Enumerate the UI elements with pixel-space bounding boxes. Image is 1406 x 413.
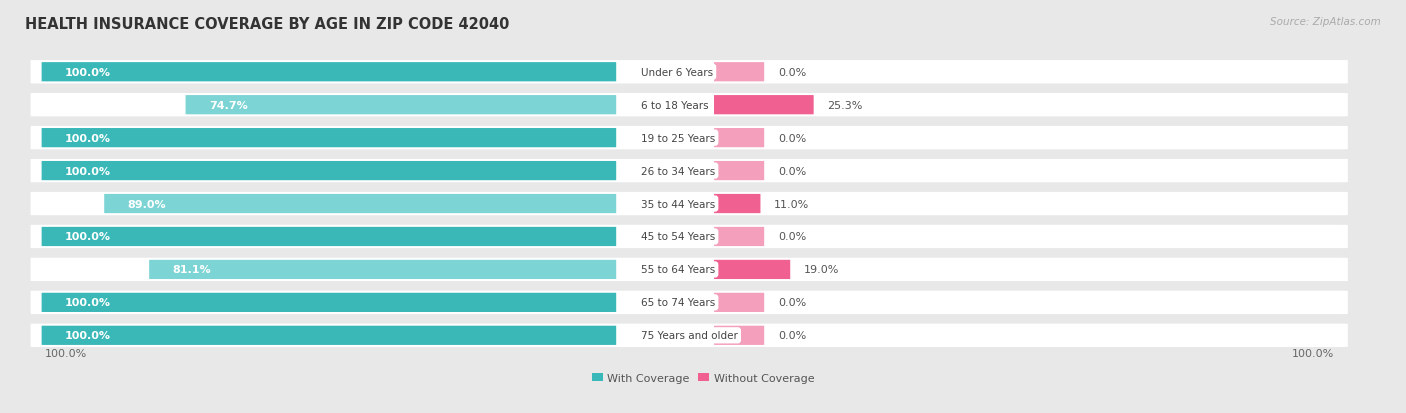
FancyBboxPatch shape	[31, 94, 1348, 117]
FancyBboxPatch shape	[714, 63, 765, 82]
FancyBboxPatch shape	[42, 326, 616, 345]
FancyBboxPatch shape	[31, 258, 1348, 281]
FancyBboxPatch shape	[714, 195, 761, 214]
Text: 100.0%: 100.0%	[65, 330, 111, 340]
FancyBboxPatch shape	[31, 291, 1348, 314]
Text: 75 Years and older: 75 Years and older	[641, 330, 738, 340]
FancyBboxPatch shape	[104, 195, 616, 214]
Text: 100.0%: 100.0%	[65, 133, 111, 143]
FancyBboxPatch shape	[149, 260, 616, 279]
FancyBboxPatch shape	[714, 293, 765, 312]
Text: 100.0%: 100.0%	[65, 68, 111, 78]
FancyBboxPatch shape	[714, 326, 765, 345]
Text: 55 to 64 Years: 55 to 64 Years	[641, 265, 716, 275]
Text: 11.0%: 11.0%	[775, 199, 810, 209]
FancyBboxPatch shape	[714, 96, 814, 115]
Text: 100.0%: 100.0%	[1292, 349, 1334, 358]
Text: 6 to 18 Years: 6 to 18 Years	[641, 100, 709, 110]
FancyBboxPatch shape	[31, 192, 1348, 216]
FancyBboxPatch shape	[31, 159, 1348, 183]
FancyBboxPatch shape	[42, 63, 616, 82]
FancyBboxPatch shape	[31, 61, 1348, 84]
FancyBboxPatch shape	[42, 227, 616, 247]
FancyBboxPatch shape	[714, 129, 765, 148]
Text: 74.7%: 74.7%	[209, 100, 247, 110]
Text: 100.0%: 100.0%	[65, 232, 111, 242]
FancyBboxPatch shape	[186, 96, 616, 115]
FancyBboxPatch shape	[42, 161, 616, 181]
Text: 100.0%: 100.0%	[45, 349, 87, 358]
Text: 0.0%: 0.0%	[778, 232, 806, 242]
FancyBboxPatch shape	[42, 129, 616, 148]
Text: 100.0%: 100.0%	[65, 298, 111, 308]
Text: 19 to 25 Years: 19 to 25 Years	[641, 133, 716, 143]
FancyBboxPatch shape	[714, 227, 765, 247]
Text: 26 to 34 Years: 26 to 34 Years	[641, 166, 716, 176]
Text: 81.1%: 81.1%	[173, 265, 211, 275]
Text: 19.0%: 19.0%	[804, 265, 839, 275]
Legend: With Coverage, Without Coverage: With Coverage, Without Coverage	[592, 373, 814, 383]
Text: 0.0%: 0.0%	[778, 166, 806, 176]
Text: 45 to 54 Years: 45 to 54 Years	[641, 232, 716, 242]
Text: 0.0%: 0.0%	[778, 298, 806, 308]
Text: HEALTH INSURANCE COVERAGE BY AGE IN ZIP CODE 42040: HEALTH INSURANCE COVERAGE BY AGE IN ZIP …	[25, 17, 510, 31]
FancyBboxPatch shape	[31, 225, 1348, 249]
Text: 35 to 44 Years: 35 to 44 Years	[641, 199, 716, 209]
Text: 0.0%: 0.0%	[778, 330, 806, 340]
FancyBboxPatch shape	[31, 324, 1348, 347]
Text: Under 6 Years: Under 6 Years	[641, 68, 713, 78]
FancyBboxPatch shape	[42, 293, 616, 312]
Text: 25.3%: 25.3%	[828, 100, 863, 110]
Text: 0.0%: 0.0%	[778, 68, 806, 78]
Text: 100.0%: 100.0%	[65, 166, 111, 176]
Text: 0.0%: 0.0%	[778, 133, 806, 143]
Text: 65 to 74 Years: 65 to 74 Years	[641, 298, 716, 308]
FancyBboxPatch shape	[31, 127, 1348, 150]
FancyBboxPatch shape	[714, 260, 790, 279]
Text: Source: ZipAtlas.com: Source: ZipAtlas.com	[1270, 17, 1381, 26]
Text: 89.0%: 89.0%	[128, 199, 166, 209]
FancyBboxPatch shape	[714, 161, 765, 181]
